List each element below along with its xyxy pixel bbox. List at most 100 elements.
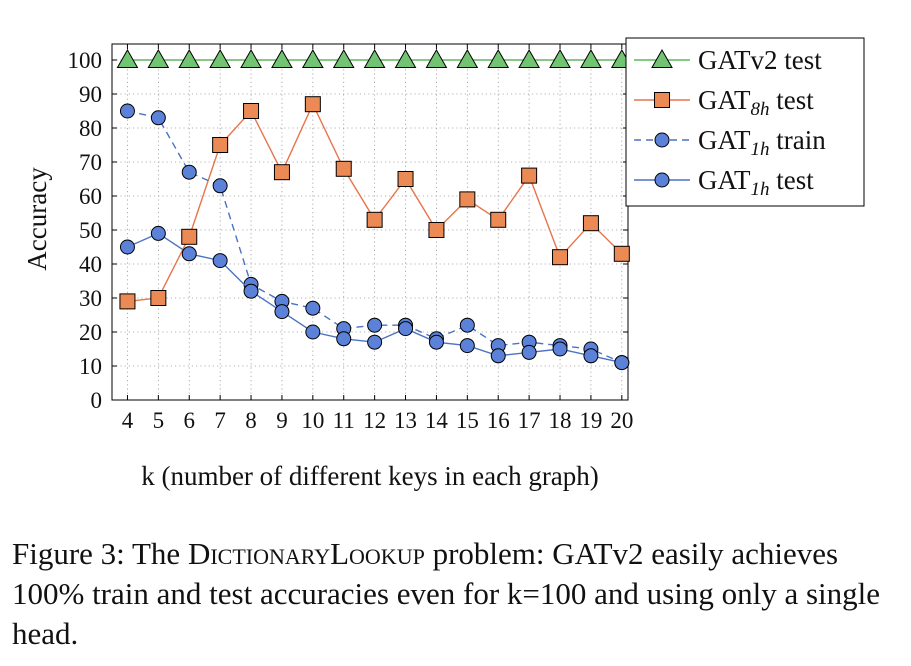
data-point [240,48,262,68]
data-point [181,164,197,180]
x-tick-label: 9 [276,408,288,433]
data-point [394,48,417,68]
data-point [335,160,352,177]
x-tick-label: 19 [579,408,602,433]
y-tick-label: 40 [79,252,102,277]
data-point [459,338,475,354]
data-point [521,167,538,184]
legend-label: GAT1h test [698,165,814,200]
data-point [212,137,229,153]
data-point [304,96,321,113]
legend-label: GAT8h test [698,85,814,120]
legend-marker [651,48,673,68]
x-tick-label: 4 [122,408,134,433]
data-point [150,110,166,126]
data-point [428,334,444,350]
caption-smallcaps: DictionaryLookup [187,536,425,571]
y-tick-label: 60 [79,184,102,209]
data-point [549,48,571,68]
legend-marker [654,172,670,188]
data-point [150,290,167,306]
data-point [521,344,537,360]
y-tick-label: 30 [79,286,102,311]
data-point [459,191,476,208]
data-point [490,348,506,364]
data-point [552,341,568,357]
legend-marker [654,132,670,148]
data-point [212,253,228,269]
x-tick-label: 10 [301,408,324,433]
y-tick-label: 20 [79,320,102,345]
x-axis-label: k (number of different keys in each grap… [141,461,599,491]
caption-prefix: Figure 3: The [12,536,188,571]
data-point [487,48,510,68]
data-point [459,317,475,333]
data-point [209,48,232,68]
data-point [243,103,260,119]
data-point [363,48,386,68]
data-point [490,211,507,228]
data-point [119,103,135,119]
data-point [332,48,355,68]
x-tick-label: 12 [363,408,386,433]
legend: GATv2 test GAT8h test GAT1h train GAT1h tes… [625,37,865,207]
plot-frame [111,43,629,401]
data-point [518,48,540,68]
x-tick-label: 16 [487,408,510,433]
data-point [398,321,414,337]
data-point [305,300,321,316]
y-tick-label: 10 [79,354,102,379]
data-point [150,225,166,241]
y-tick-label: 100 [68,48,103,73]
y-tick-label: 90 [79,82,102,107]
data-point [119,239,135,255]
x-tick-label: 17 [518,408,541,433]
y-tick-label: 50 [79,218,102,243]
y-tick-label: 0 [91,388,103,413]
y-axis-label: Accuracy [22,167,52,271]
data-point [301,48,324,68]
data-point [582,215,599,232]
series-1 [119,96,630,310]
data-point [273,164,290,181]
data-point [580,48,602,68]
data-point [119,293,136,310]
data-point [243,283,259,299]
data-point [305,324,321,340]
data-point [147,48,170,68]
legend-label: GAT1h train [698,125,826,160]
x-tick-label: 18 [549,408,572,433]
legend-label: GATv2 test [698,45,822,75]
chart-figure: 0 10 20 30 40 50 60 70 80 90 100 4 5 6 7 8 9 10 11 12 13 14 15… [22,37,865,491]
x-tick-label: 5 [153,408,165,433]
data-point [336,331,352,347]
x-tick-label: 8 [245,408,257,433]
data-point [366,211,383,228]
data-point [613,245,630,262]
data-point [552,249,569,266]
data-point [367,317,383,333]
data-point [428,222,445,238]
figure-caption: Figure 3: The DictionaryLookup problem: … [12,534,902,654]
x-tick-label: 15 [456,408,479,433]
data-point [271,48,293,68]
data-point [456,48,479,68]
data-point [367,334,383,350]
caption-suffix: problem: GATv2 easily achieves 100% trai… [12,536,880,651]
data-point [181,228,198,245]
y-tick-label: 80 [79,116,102,141]
data-point [212,178,228,194]
x-tick-label: 7 [214,408,226,433]
x-tick-label: 20 [610,408,633,433]
legend-marker [654,92,670,108]
data-point [116,48,139,68]
data-point [614,355,630,371]
x-tick-label: 6 [183,408,195,433]
data-point [583,348,599,364]
data-point [397,171,414,187]
chart-svg: 0 10 20 30 40 50 60 70 80 90 100 4 5 6 7 8 9 10 11 12 13 14 15… [22,37,865,491]
x-tick-label: 14 [425,408,449,433]
data-point [178,48,201,68]
x-tick-label: 11 [333,408,355,433]
data-point [425,48,448,68]
